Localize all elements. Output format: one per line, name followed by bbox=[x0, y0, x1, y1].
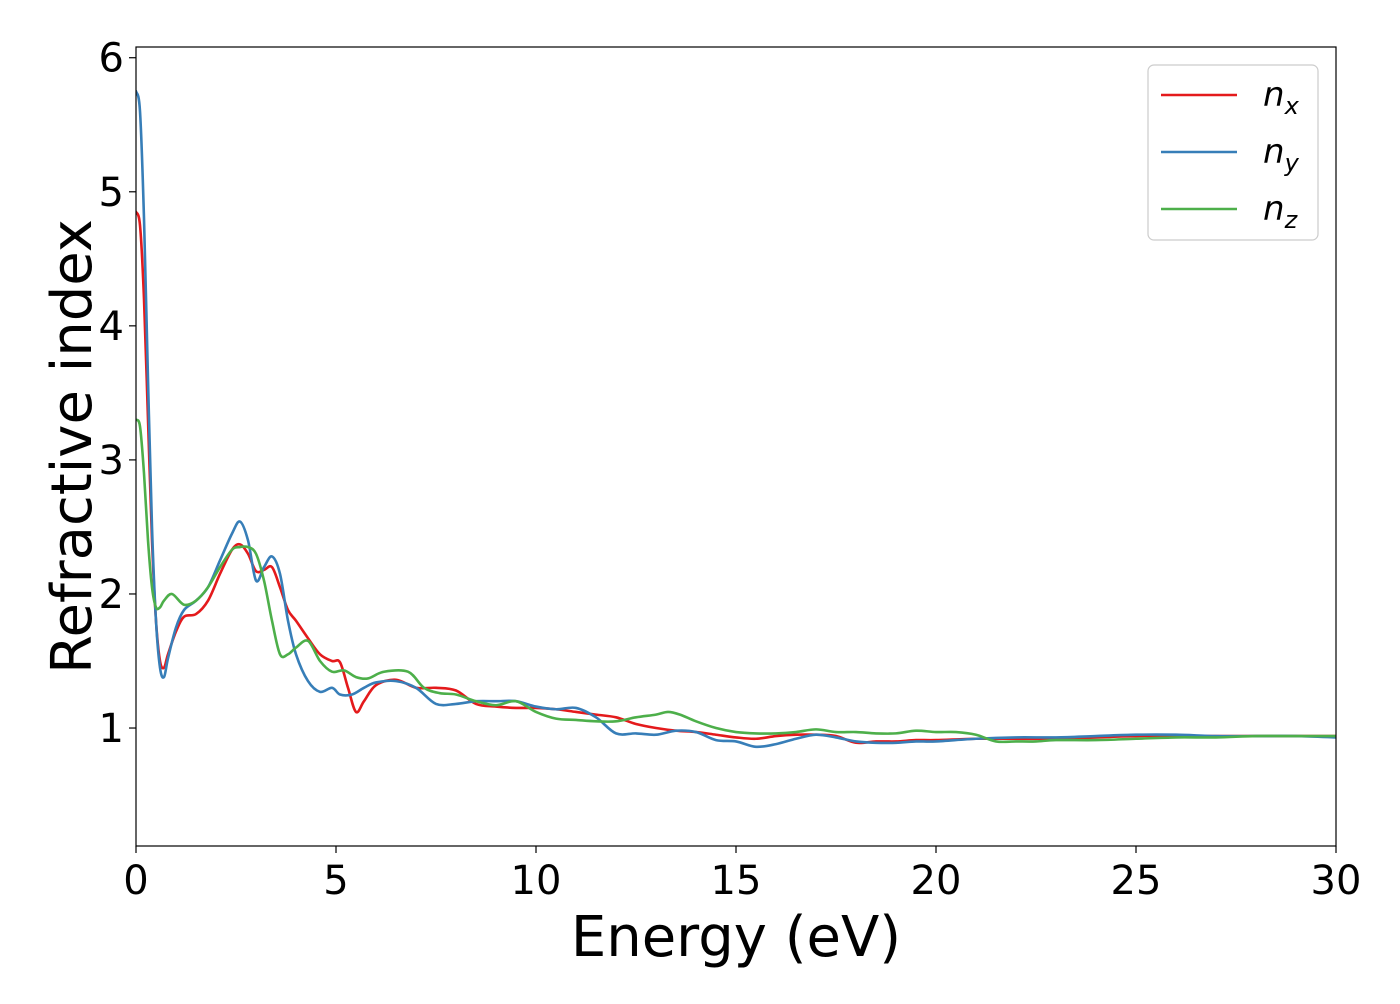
y-tick-label: 3 bbox=[99, 438, 124, 484]
y-axis-ticks: 1 2 3 4 5 6 bbox=[99, 36, 136, 752]
x-tick-label: 25 bbox=[1111, 858, 1162, 904]
x-tick-label: 5 bbox=[323, 858, 348, 904]
legend-label-ny: ny bbox=[1263, 132, 1300, 177]
x-axis-ticks: 0 5 10 15 20 25 30 bbox=[123, 846, 1361, 904]
x-tick-label: 15 bbox=[711, 858, 762, 904]
x-tick-label: 0 bbox=[123, 858, 148, 904]
y-axis-label: Refractive index bbox=[40, 219, 105, 674]
x-axis-label: Energy (eV) bbox=[571, 905, 901, 970]
series-line-nz bbox=[136, 418, 1336, 744]
y-tick-label: 5 bbox=[99, 170, 124, 216]
x-tick-label: 20 bbox=[911, 858, 962, 904]
series-line-nx bbox=[136, 210, 1336, 745]
series-line-ny bbox=[136, 89, 1336, 749]
legend-label-nx: nx bbox=[1263, 75, 1300, 120]
x-tick-label: 30 bbox=[1311, 858, 1362, 904]
y-tick-label: 1 bbox=[99, 706, 124, 752]
series-layer bbox=[136, 89, 1336, 749]
legend: nx ny nz bbox=[1147, 64, 1319, 241]
legend-label-nz: nz bbox=[1263, 189, 1299, 234]
x-tick-label: 10 bbox=[511, 858, 562, 904]
y-tick-label: 2 bbox=[99, 572, 124, 618]
y-tick-label: 4 bbox=[99, 304, 124, 350]
y-tick-label: 6 bbox=[99, 36, 124, 82]
